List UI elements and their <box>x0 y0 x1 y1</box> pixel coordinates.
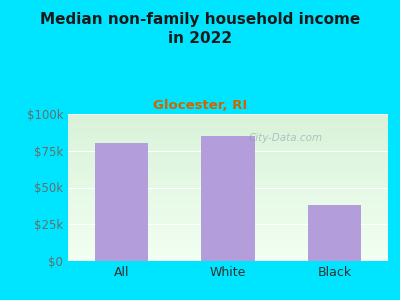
Bar <box>308 205 361 261</box>
Text: Median non-family household income
in 2022: Median non-family household income in 20… <box>40 12 360 46</box>
Text: City-Data.com: City-Data.com <box>248 133 323 142</box>
Bar <box>201 136 255 261</box>
Bar <box>95 143 148 261</box>
Text: Glocester, RI: Glocester, RI <box>153 99 247 112</box>
